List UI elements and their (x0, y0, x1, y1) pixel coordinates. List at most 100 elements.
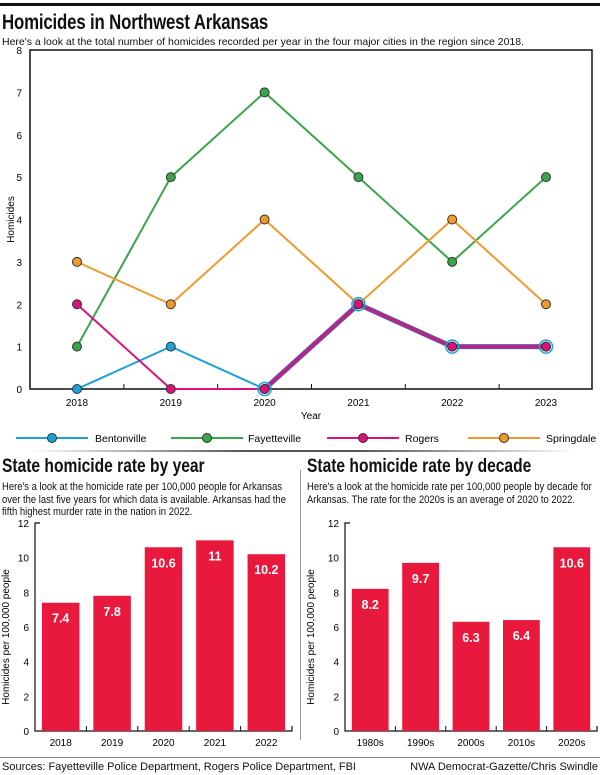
x-tick-label: 2020 (152, 738, 175, 749)
x-tick-label: 2010s (508, 738, 535, 749)
bar-value-label: 10.6 (560, 556, 584, 570)
x-axis-label: Year (301, 411, 322, 422)
x-tick-label: 2021 (347, 398, 370, 409)
sources: Sources: Fayetteville Police Department,… (2, 761, 356, 773)
y-tick-label: 5 (16, 173, 22, 184)
y-tick-label: 7 (16, 88, 22, 99)
decade-chart-description: Here's a look at the homicide rate per 1… (307, 481, 592, 506)
y-tick-label: 12 (328, 519, 340, 530)
bar (41, 602, 80, 731)
bar (93, 595, 131, 731)
year-bar-chart: 0 2 4 6 8 10 12 Homicides per 100,000 people 7.4… (1, 519, 293, 749)
bar-value-label: 7.4 (52, 612, 69, 626)
x-tick-label: 2000s (457, 738, 484, 749)
y-tick-label: 3 (16, 258, 22, 269)
bar (452, 621, 490, 731)
y-tick-label: 10 (18, 554, 30, 565)
y-tick-label: 10 (328, 554, 340, 565)
y-tick-label: 4 (23, 658, 29, 669)
data-point-rogers (165, 384, 176, 394)
legend-label-fayetteville: Fayetteville (248, 433, 301, 445)
y-tick-label: 8 (333, 588, 339, 599)
x-tick-label: 2021 (204, 738, 227, 749)
bar-value-label: 8.2 (362, 598, 379, 612)
section-divider (28, 450, 578, 452)
line-chart-description: Here's a look at the total number of hom… (2, 36, 525, 48)
x-tick-label: 1990s (407, 738, 434, 749)
y-tick-label: 4 (16, 216, 22, 227)
series-line-fayetteville (76, 91, 547, 348)
y-axis-label: Homicides per 100,000 people (306, 569, 317, 705)
data-point-bentonville (72, 384, 82, 394)
y-tick-label: 1 (16, 343, 22, 354)
data-point-springdale (447, 214, 458, 225)
y-axis-label: Homicides per 100,000 people (1, 569, 12, 705)
data-point-rogers (447, 341, 458, 352)
y-tick-label: 0 (23, 727, 29, 738)
x-tick-label: 2022 (255, 738, 278, 749)
y-tick-label: 6 (16, 131, 22, 142)
bar-value-label: 7.8 (103, 605, 120, 619)
y-tick-label: 12 (18, 519, 30, 530)
decade-bar-chart: 0 2 4 6 8 10 12 Homicides per 100,000 people 8.2… (306, 519, 598, 749)
bar (196, 540, 234, 731)
data-point-fayetteville (259, 87, 270, 98)
data-point-rogers (259, 384, 270, 394)
y-tick-label: 0 (16, 385, 22, 396)
data-point-fayetteville (72, 341, 82, 352)
data-point-rogers (353, 299, 364, 310)
x-tick-label: 2019 (101, 738, 124, 749)
data-point-fayetteville (447, 256, 458, 267)
bar-value-label: 9.7 (412, 572, 429, 586)
legend-marker-fayetteville (202, 433, 212, 443)
data-point-fayetteville (353, 172, 364, 183)
x-tick-label: 1980s (357, 738, 384, 749)
y-tick-label: 0 (333, 727, 339, 738)
data-point-springdale (259, 214, 270, 225)
y-tick-label: 4 (333, 658, 339, 669)
x-tick-label: 2019 (160, 398, 183, 409)
legend-marker-springdale (499, 433, 509, 443)
legend-marker-bentonville (47, 433, 57, 443)
data-point-rogers (72, 299, 82, 310)
bar-value-label: 10.6 (151, 556, 175, 570)
data-point-springdale (541, 299, 551, 310)
credit: NWA Democrat-Gazette/Chris Swindle (410, 761, 598, 773)
y-tick-label: 8 (16, 46, 22, 57)
bar (402, 562, 439, 731)
bar-value-label: 6.4 (513, 629, 530, 643)
x-tick-label: 2020 (253, 398, 276, 409)
bar (247, 554, 286, 731)
legend-label-rogers: Rogers (405, 433, 439, 445)
x-tick-label: 2022 (441, 398, 464, 409)
x-tick-label: 2018 (66, 398, 89, 409)
y-tick-label: 2 (16, 300, 22, 311)
y-tick-label: 2 (23, 692, 29, 703)
legend-label-springdale: Springdale (546, 433, 596, 445)
line-chart: 0 1 2 3 4 5 6 7 8 2018 2019 2020 2021 2022 2023 Year Hom… (6, 46, 596, 445)
bar (144, 547, 183, 731)
top-rule (0, 3, 600, 6)
column-divider (300, 470, 301, 740)
data-point-fayetteville (541, 172, 551, 183)
data-point-bentonville-ring (538, 339, 554, 354)
bar (553, 547, 591, 731)
decade-chart-title: State homicide rate by decade (307, 456, 532, 477)
year-chart-description: Here's a look at the homicide rate per 1… (2, 481, 286, 518)
data-point-springdale (72, 256, 82, 267)
data-point-bentonville-ring (257, 381, 272, 397)
bar-value-label: 10.2 (254, 563, 278, 577)
data-point-fayetteville (165, 172, 176, 183)
y-axis-label: Homicides (6, 196, 17, 243)
data-point-rogers (541, 341, 551, 352)
y-tick-label: 8 (23, 588, 29, 599)
line-chart-title: Homicides in Northwest Arkansas (2, 11, 269, 34)
data-point-springdale (165, 299, 176, 310)
axes (34, 522, 293, 732)
data-point-bentonville (165, 341, 176, 352)
x-tick-label: 2018 (50, 738, 73, 749)
year-chart-title: State homicide rate by year (2, 456, 205, 477)
y-tick-label: 6 (23, 623, 29, 634)
y-tick-label: 2 (333, 692, 339, 703)
